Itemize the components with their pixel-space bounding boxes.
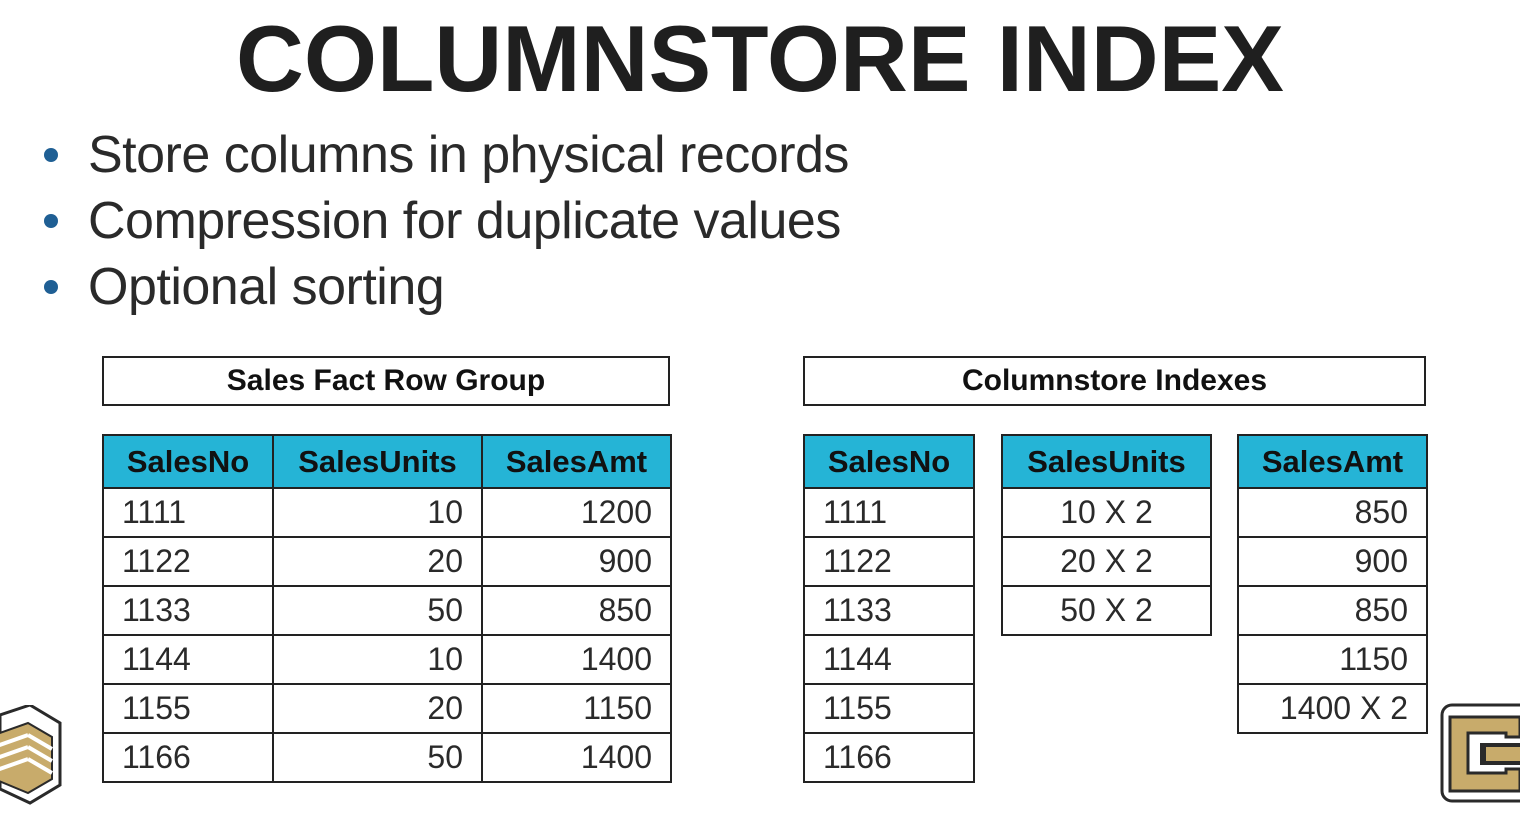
table-row: 1122 20 900 [102,536,672,587]
table-cell: 1400 X 2 [1237,683,1428,734]
table-cell: 1144 [803,634,975,685]
layered-box-logo-icon [0,705,62,805]
table-cell: 850 [481,585,672,636]
table-header-row: SalesUnits [1001,434,1212,489]
column-header: SalesNo [102,434,274,489]
table-row: 1122 [803,536,975,587]
table-cell: 1111 [803,487,975,538]
table-row: 1400 X 2 [1237,683,1428,734]
table-row: 1111 [803,487,975,538]
table-row: 1155 20 1150 [102,683,672,734]
bullet-item: Optional sorting [40,254,849,320]
table-header-row: SalesNo [803,434,975,489]
table-cell: 10 [272,634,483,685]
table-row: 1133 [803,585,975,636]
table-cell: 1200 [481,487,672,538]
table-cell: 10 X 2 [1001,487,1212,538]
table-cell: 1150 [1237,634,1428,685]
slide-title: COLUMNSTORE INDEX [236,6,1284,111]
table-cell: 850 [1237,585,1428,636]
table-cell: 1150 [481,683,672,734]
bullet-dot-icon [44,214,58,228]
table-cell: 1166 [102,732,274,783]
column-header: SalesUnits [1001,434,1212,489]
bullet-dot-icon [44,280,58,294]
column-header: SalesUnits [272,434,483,489]
table-cell: 1400 [481,732,672,783]
bullet-item: Compression for duplicate values [40,188,849,254]
bullet-item: Store columns in physical records [40,122,849,188]
table-row: 850 [1237,487,1428,538]
table-cell: 900 [481,536,672,587]
table-row: 1111 10 1200 [102,487,672,538]
table-cell: 20 X 2 [1001,536,1212,587]
table-row: 850 [1237,585,1428,636]
table-cell: 20 [272,536,483,587]
table-cell: 1166 [803,732,975,783]
table-row: 1144 10 1400 [102,634,672,685]
table-cell: 1155 [102,683,274,734]
table-cell: 50 [272,732,483,783]
column-header: SalesAmt [481,434,672,489]
table-cell: 1155 [803,683,975,734]
column-header: SalesAmt [1237,434,1428,489]
table-row: 1150 [1237,634,1428,685]
table-row: 1144 [803,634,975,685]
table-cell: 1144 [102,634,274,685]
sales-no-segment: SalesNo 1111 1122 1133 1144 1155 1166 [803,434,975,783]
row-group-table: SalesNo SalesUnits SalesAmt 1111 10 1200… [102,434,672,783]
table-cell: 1133 [803,585,975,636]
table-row: 50 X 2 [1001,585,1212,636]
table-cell: 1122 [102,536,274,587]
table-cell: 1133 [102,585,274,636]
bullet-dot-icon [44,148,58,162]
bullet-list: Store columns in physical records Compre… [40,122,849,320]
sales-units-segment: SalesUnits 10 X 2 20 X 2 50 X 2 [1001,434,1212,636]
table-row: 1133 50 850 [102,585,672,636]
university-cu-logo-icon [1440,703,1520,803]
table-row: 20 X 2 [1001,536,1212,587]
table-cell: 1111 [102,487,274,538]
table-row: 10 X 2 [1001,487,1212,538]
table-cell: 20 [272,683,483,734]
table-row: 1166 50 1400 [102,732,672,783]
table-cell: 1122 [803,536,975,587]
table-cell: 1400 [481,634,672,685]
columnstore-caption: Columnstore Indexes [803,356,1426,406]
sales-amt-segment: SalesAmt 850 900 850 1150 1400 X 2 [1237,434,1428,734]
table-header-row: SalesAmt [1237,434,1428,489]
column-header: SalesNo [803,434,975,489]
table-header-row: SalesNo SalesUnits SalesAmt [102,434,672,489]
table-cell: 50 X 2 [1001,585,1212,636]
table-row: 1166 [803,732,975,783]
table-cell: 10 [272,487,483,538]
table-row: 1155 [803,683,975,734]
table-cell: 850 [1237,487,1428,538]
table-cell: 50 [272,585,483,636]
row-group-caption: Sales Fact Row Group [102,356,670,406]
table-row: 900 [1237,536,1428,587]
table-cell: 900 [1237,536,1428,587]
